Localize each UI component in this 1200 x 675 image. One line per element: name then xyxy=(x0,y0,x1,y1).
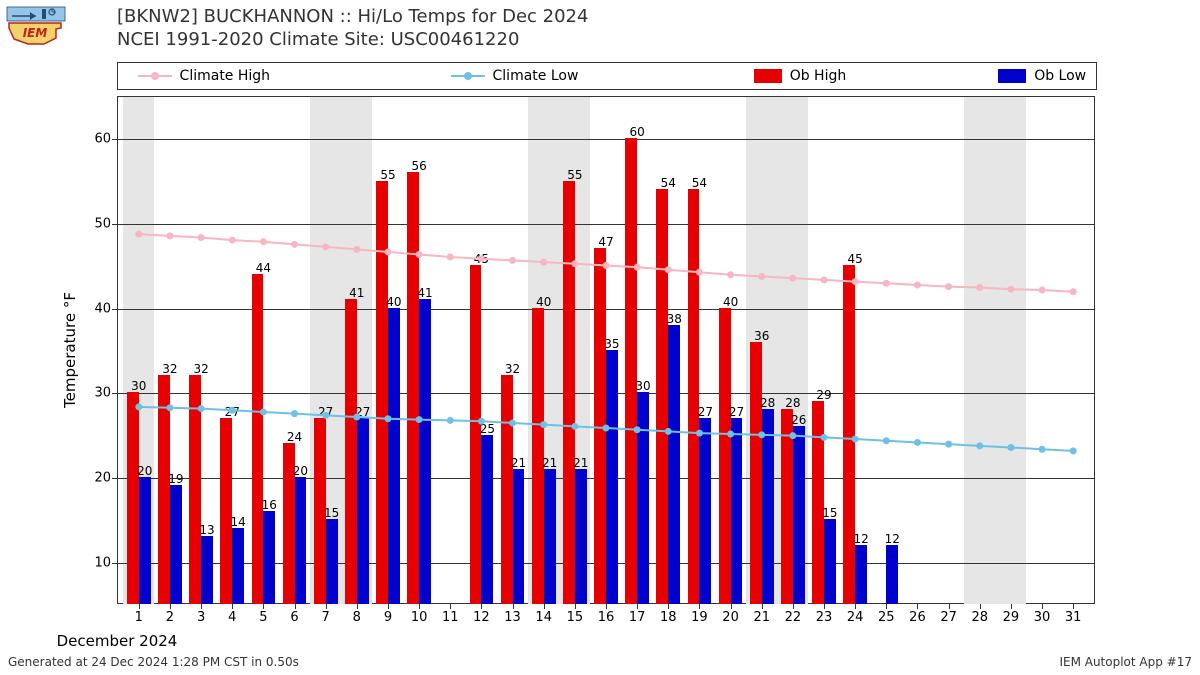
x-tick-label: 9 xyxy=(384,610,392,625)
legend-item-climate-high: Climate High xyxy=(138,68,271,84)
y-tick-label: 50 xyxy=(94,217,111,232)
legend-label: Climate High xyxy=(180,68,271,84)
x-tick-label: 13 xyxy=(504,610,521,625)
x-axis-label: December 2024 xyxy=(0,632,606,650)
legend-line-marker xyxy=(138,75,172,77)
footer-generated-text: Generated at 24 Dec 2024 1:28 PM CST in … xyxy=(8,655,299,669)
x-tick-label: 15 xyxy=(567,610,584,625)
x-tick-label: 31 xyxy=(1065,610,1082,625)
x-tick-label: 4 xyxy=(228,610,236,625)
x-tick-label: 8 xyxy=(353,610,361,625)
x-tick-label: 5 xyxy=(259,610,267,625)
legend: Climate High Climate Low Ob High Ob Low xyxy=(117,62,1097,90)
x-tick-label: 7 xyxy=(322,610,330,625)
x-tick-label: 21 xyxy=(753,610,770,625)
x-tick-label: 27 xyxy=(940,610,957,625)
legend-swatch xyxy=(998,69,1026,83)
x-tick-label: 10 xyxy=(411,610,428,625)
legend-item-ob-low: Ob Low xyxy=(998,68,1086,84)
legend-swatch xyxy=(754,69,782,83)
x-tick-label: 20 xyxy=(722,610,739,625)
y-tick-label: 20 xyxy=(94,471,111,486)
y-tick-label: 10 xyxy=(94,555,111,570)
legend-line-marker xyxy=(451,75,485,77)
x-tick-label: 26 xyxy=(909,610,926,625)
x-tick-label: 16 xyxy=(598,610,615,625)
y-tick-label: 40 xyxy=(94,301,111,316)
x-tick-label: 22 xyxy=(785,610,802,625)
climate-low-line xyxy=(117,97,1094,604)
x-tick-label: 29 xyxy=(1003,610,1020,625)
x-tick-label: 12 xyxy=(473,610,490,625)
x-tick-label: 1 xyxy=(135,610,143,625)
legend-label: Ob High xyxy=(790,68,847,84)
x-tick-label: 2 xyxy=(166,610,174,625)
x-tick-label: 3 xyxy=(197,610,205,625)
x-tick-label: 6 xyxy=(290,610,298,625)
chart-title-line1: [BKNW2] BUCKHANNON :: Hi/Lo Temps for De… xyxy=(117,6,588,29)
x-tick-label: 11 xyxy=(442,610,459,625)
legend-label: Ob Low xyxy=(1034,68,1086,84)
x-tick-label: 24 xyxy=(847,610,864,625)
x-tick-label: 19 xyxy=(691,610,708,625)
y-axis-label: Temperature °F xyxy=(61,292,79,408)
x-tick-label: 25 xyxy=(878,610,895,625)
x-tick-label: 23 xyxy=(816,610,833,625)
chart-title-block: [BKNW2] BUCKHANNON :: Hi/Lo Temps for De… xyxy=(117,6,588,51)
x-tick-label: 30 xyxy=(1034,610,1051,625)
x-tick-label: 28 xyxy=(971,610,988,625)
legend-label: Climate Low xyxy=(493,68,579,84)
chart-title-line2: NCEI 1991-2020 Climate Site: USC00461220 xyxy=(117,29,588,52)
y-tick-label: 30 xyxy=(94,386,111,401)
x-tick-label: 17 xyxy=(629,610,646,625)
legend-item-ob-high: Ob High xyxy=(754,68,847,84)
x-tick-label: 18 xyxy=(660,610,677,625)
legend-item-climate-low: Climate Low xyxy=(451,68,579,84)
y-tick-label: 60 xyxy=(94,132,111,147)
footer-app-text: IEM Autoplot App #17 xyxy=(1059,655,1192,669)
svg-text:IEM: IEM xyxy=(23,26,48,40)
x-tick-label: 14 xyxy=(535,610,552,625)
iem-logo: IEM xyxy=(6,6,66,46)
chart-area: 1020304050601234567891011121314151617181… xyxy=(117,96,1095,604)
